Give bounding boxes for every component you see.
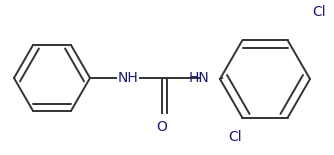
Text: O: O <box>157 120 167 134</box>
Text: NH: NH <box>118 71 138 85</box>
Text: Cl: Cl <box>312 5 326 19</box>
Text: HN: HN <box>189 71 209 85</box>
Text: Cl: Cl <box>228 130 242 144</box>
